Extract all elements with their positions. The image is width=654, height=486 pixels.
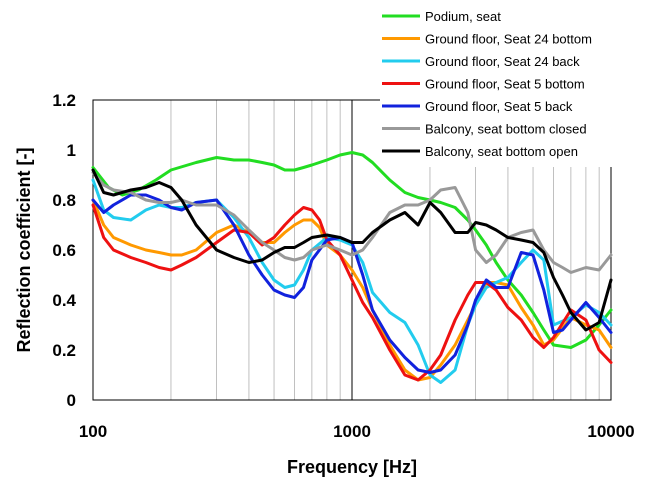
series-line-4	[91, 203, 613, 382]
x-tick-label: 1000	[333, 422, 371, 441]
legend-label: Ground floor, Seat 24 bottom	[425, 32, 592, 47]
series-lines	[91, 151, 613, 384]
plot-area-border	[92, 99, 612, 401]
series-line-5	[91, 193, 613, 374]
x-axis-label: Frequency [Hz]	[287, 457, 417, 477]
legend-label: Ground floor, Seat 5 back	[425, 99, 573, 114]
y-axis-label: Reflection coefficient [-]	[14, 147, 34, 352]
y-tick-label: 1	[67, 141, 76, 160]
y-tick-label: 0.4	[52, 291, 76, 310]
legend-label: Balcony, seat bottom open	[425, 144, 578, 159]
legend-label: Ground floor, Seat 5 bottom	[425, 77, 585, 92]
y-tick-label: 0	[67, 391, 76, 410]
y-tick-label: 0.6	[52, 241, 76, 260]
series-line-2	[91, 198, 613, 382]
legend-background	[380, 5, 648, 167]
x-tick-label: 10000	[587, 422, 634, 441]
legend-label: Balcony, seat bottom closed	[425, 122, 587, 137]
legend-label: Ground floor, Seat 24 back	[425, 54, 580, 69]
y-tick-label: 1.2	[52, 91, 76, 110]
y-tick-label: 0.2	[52, 341, 76, 360]
series-line-1	[91, 151, 613, 349]
tick-labels: 0 0.2 0.4 0.6 0.8 1 1.2 100 1000 10000	[52, 91, 634, 441]
series-line-7	[91, 168, 613, 332]
x-tick-label: 100	[79, 422, 107, 441]
y-tick-label: 0.8	[52, 191, 76, 210]
legend-label: Podium, seat	[425, 9, 501, 24]
legend: Podium, seat Ground floor, Seat 24 bottom…	[380, 5, 648, 167]
